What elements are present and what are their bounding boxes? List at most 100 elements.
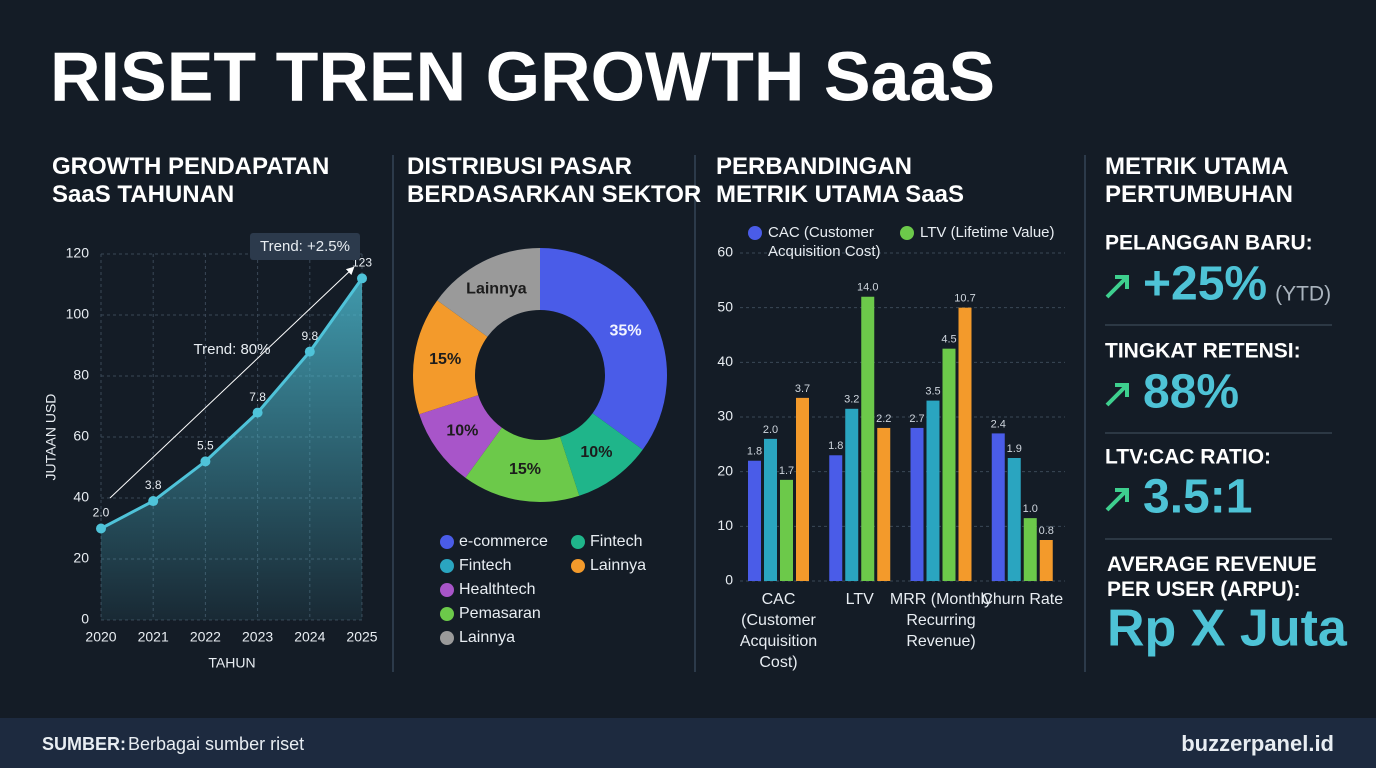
bar-label: 1.8	[828, 440, 843, 452]
legend-swatch	[440, 535, 454, 549]
x-tick-label: LTV	[846, 591, 874, 608]
bar	[958, 307, 972, 581]
area	[101, 278, 362, 620]
panel-title: DISTRIBUSI PASAR BERDASARKAN SEKTOR	[407, 153, 701, 208]
trend-icon	[1105, 488, 1129, 512]
footer-bar	[0, 718, 1376, 768]
legend-label: Lainnya	[459, 629, 515, 646]
y-tick-label: 120	[66, 245, 90, 261]
legend-label: LTV (Lifetime Value)	[920, 224, 1055, 241]
slice-label: 15%	[429, 351, 461, 368]
trend-icon	[1105, 275, 1129, 299]
panel-title: PERBANDINGAN METRIK UTAMA SaaS	[716, 153, 964, 208]
point	[148, 496, 159, 507]
bar-label: 2.7	[909, 413, 924, 425]
metric-note: (YTD)	[1275, 283, 1331, 306]
legend-label: Fintech	[459, 557, 511, 574]
y-tick-label: 100	[66, 306, 90, 322]
legend-label: Lainnya	[590, 557, 646, 574]
y-tick-label: 10	[717, 517, 733, 533]
bar	[829, 455, 843, 581]
bar	[942, 348, 956, 581]
slice-label: 15%	[509, 461, 541, 478]
y-tick-label: 80	[73, 367, 89, 383]
annotation-box	[250, 233, 360, 260]
metric-value: 88%	[1143, 366, 1239, 419]
slice-label: 10%	[580, 444, 612, 461]
panel-title: GROWTH PENDAPATAN SaaS TAHUNAN	[52, 153, 329, 208]
annotation: Trend: +2.5%	[260, 238, 350, 255]
legend-swatch	[440, 559, 454, 573]
legend-label: Healthtech	[459, 581, 536, 598]
metric-value: +25%	[1143, 258, 1267, 311]
slice-label: Lainnya	[466, 281, 527, 298]
site: buzzerpanel.id	[1181, 731, 1334, 756]
bar	[764, 438, 777, 581]
bar	[910, 427, 924, 581]
bar	[845, 408, 859, 581]
panel-title: METRIK UTAMA PERTUMBUHAN	[1105, 153, 1293, 208]
metric-value: Rp X Juta	[1107, 600, 1348, 658]
legend-swatch	[440, 583, 454, 597]
donut-slice	[413, 300, 488, 415]
y-tick-label: 30	[717, 408, 733, 424]
annotation: Trend: 80%	[194, 341, 271, 358]
legend-swatch	[571, 535, 585, 549]
x-tick-label: 2025	[346, 629, 377, 645]
y-tick-label: 60	[73, 428, 89, 444]
y-tick-label: 0	[81, 611, 89, 627]
point-label: 3.8	[145, 478, 162, 492]
bar	[861, 296, 875, 581]
legend-label: Pemasaran	[459, 605, 541, 622]
metric-label: PELANGGAN BARU:	[1105, 232, 1313, 255]
legend-label: CAC (Customer Acquisition Cost)	[768, 224, 881, 260]
bar	[1007, 458, 1021, 581]
y-tick-label: 40	[717, 353, 733, 369]
point-label: 7.8	[249, 390, 266, 404]
point	[96, 523, 106, 534]
metric-label: TINGKAT RETENSI:	[1105, 340, 1301, 363]
bar-label: 2.0	[763, 424, 778, 436]
bar	[1039, 540, 1053, 581]
bar-label: 1.8	[747, 446, 762, 458]
y-tick-label: 0	[725, 572, 733, 588]
x-tick-label: 2020	[85, 629, 116, 645]
trend-arrow	[109, 266, 355, 499]
point-label: 2.0	[93, 506, 110, 520]
donut-slice	[437, 248, 540, 337]
bar	[877, 427, 891, 581]
bar	[780, 479, 793, 581]
bar-label: 3.2	[844, 394, 859, 406]
bar-label: 2.4	[991, 418, 1006, 430]
bar-label: 10.7	[954, 293, 975, 305]
x-tick-label: Churn Rate	[981, 591, 1063, 608]
line	[100, 277, 364, 530]
slice-label: 10%	[446, 423, 478, 440]
bar	[796, 397, 809, 581]
bar-label: 2.2	[876, 413, 891, 425]
x-tick-label: 2022	[190, 629, 221, 645]
metric-value: 3.5:1	[1143, 471, 1252, 524]
bar-label: 0.8	[1039, 525, 1054, 537]
donut-slice	[540, 248, 667, 450]
legend-swatch	[748, 226, 762, 240]
bar-label: 3.5	[925, 386, 940, 398]
metric-label: AVERAGE REVENUE PER USER (ARPU):	[1107, 553, 1317, 601]
bar-label: 1.7	[779, 465, 794, 477]
y-axis-label: JUTAAN USD	[43, 394, 59, 481]
x-tick-label: CAC (Customer Acquisition Cost)	[740, 591, 817, 671]
trend-icon	[1105, 383, 1129, 407]
source-label: SUMBER:	[42, 734, 126, 754]
legend-swatch	[900, 226, 914, 240]
x-tick-label: 2021	[138, 629, 169, 645]
point-label: 5.5	[197, 439, 214, 453]
donut-slice	[465, 427, 580, 502]
source: Berbagai sumber riset	[128, 734, 304, 754]
legend-swatch	[571, 559, 585, 573]
donut-slice	[560, 413, 643, 496]
bar	[1023, 518, 1037, 581]
legend-swatch	[440, 607, 454, 621]
x-axis-label: TAHUN	[208, 655, 255, 671]
point	[200, 456, 211, 467]
